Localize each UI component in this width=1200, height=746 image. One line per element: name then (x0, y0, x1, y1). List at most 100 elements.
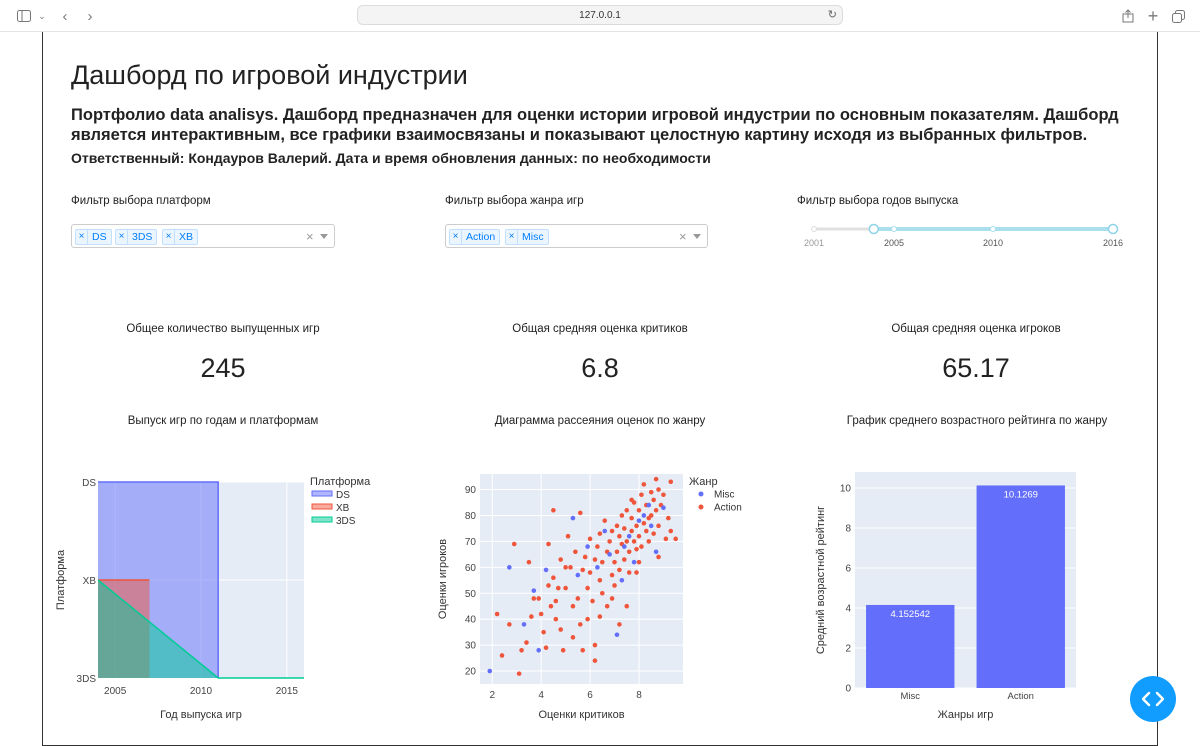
slider-handle-end[interactable] (1107, 223, 1119, 235)
scatter-point-Action[interactable] (622, 526, 627, 531)
years-range-slider[interactable]: 2001 2005 2010 2016 (800, 218, 1140, 252)
scatter-point-Misc[interactable] (521, 622, 527, 627)
scatter-point-Action[interactable] (580, 567, 586, 573)
scatter-point-Action[interactable] (570, 635, 576, 640)
scatter-point-Action[interactable] (573, 549, 578, 555)
scatter-point-Action[interactable] (526, 559, 532, 565)
scatter-point-Action[interactable] (644, 528, 649, 534)
scatter-point-Action[interactable] (639, 544, 644, 549)
scatter-point-Misc[interactable] (607, 552, 612, 557)
scatter-point-Action[interactable] (636, 559, 642, 565)
legend-swatch-DS[interactable] (311, 490, 333, 497)
scatter-point-Misc[interactable] (622, 544, 627, 549)
scatter-point-Action[interactable] (624, 507, 630, 513)
scatter-point-Action[interactable] (558, 627, 564, 632)
clear-icon[interactable]: × (679, 229, 687, 244)
platform-filter-dropdown[interactable]: × DS × 3DS × XB × (71, 224, 335, 248)
scatter-point-Misc[interactable] (641, 513, 647, 518)
scatter-point-Action[interactable] (629, 515, 634, 521)
bar-Action[interactable] (976, 485, 1065, 688)
platform-chip-3ds[interactable]: × 3DS (115, 229, 158, 245)
scatter-point-Action[interactable] (563, 565, 568, 570)
scatter-point-Action[interactable] (614, 523, 620, 529)
address-bar[interactable]: 127.0.0.1 ↻ (357, 5, 843, 25)
chevron-down-icon[interactable]: ⌄ (38, 10, 46, 21)
scatter-point-Action[interactable] (653, 476, 659, 482)
scatter-point-Action[interactable] (536, 596, 541, 601)
scatter-point-Action[interactable] (661, 492, 666, 498)
scatter-point-Action[interactable] (629, 528, 634, 534)
scatter-point-Action[interactable] (575, 596, 581, 601)
scatter-point-Action[interactable] (553, 598, 559, 604)
platform-chip-xb[interactable]: × XB (162, 229, 199, 245)
area-fill-3DS[interactable] (98, 580, 304, 678)
scatter-point-Action[interactable] (668, 528, 674, 534)
scatter-point-Action[interactable] (636, 533, 642, 539)
scatter-point-Action[interactable] (656, 554, 661, 560)
scatter-point-Action[interactable] (604, 603, 610, 609)
legend-item-3DS[interactable]: 3DS (336, 516, 356, 527)
scatter-point-Action[interactable] (612, 583, 617, 588)
scatter-point-Misc[interactable] (595, 565, 600, 570)
scatter-point-Action[interactable] (563, 585, 568, 591)
scatter-point-Action[interactable] (546, 583, 551, 588)
scatter-point-Action[interactable] (651, 531, 656, 536)
legend-marker-Action[interactable] (698, 504, 704, 510)
scatter-point-Misc[interactable] (543, 567, 549, 573)
scatter-point-Action[interactable] (631, 539, 637, 544)
chevron-down-icon[interactable] (320, 234, 328, 239)
scatter-point-Action[interactable] (558, 557, 564, 562)
scatter-point-Action[interactable] (634, 546, 639, 552)
scatter-point-Misc[interactable] (631, 559, 637, 565)
scatter-point-Misc[interactable] (487, 668, 493, 674)
scatter-point-Action[interactable] (551, 575, 556, 581)
remove-icon[interactable]: × (506, 230, 518, 244)
scatter-point-Action[interactable] (587, 536, 593, 542)
scatter-point-Action[interactable] (614, 549, 620, 555)
scatter-point-Action[interactable] (595, 544, 600, 549)
scatter-point-Action[interactable] (570, 603, 576, 609)
scatter-point-Misc[interactable] (570, 515, 576, 521)
clear-icon[interactable]: × (306, 229, 314, 244)
scatter-point-Action[interactable] (617, 622, 622, 627)
scatter-point-Misc[interactable] (575, 572, 581, 578)
scatter-point-Action[interactable] (516, 671, 522, 676)
scatter-point-Action[interactable] (592, 557, 598, 562)
scatter-point-Action[interactable] (609, 572, 615, 578)
scatter-point-Misc[interactable] (531, 588, 537, 593)
scatter-point-Misc[interactable] (536, 647, 541, 653)
scatter-point-Action[interactable] (656, 523, 661, 529)
scatter-point-Action[interactable] (524, 640, 529, 645)
chevron-down-icon[interactable] (693, 234, 701, 239)
scatter-point-Action[interactable] (590, 598, 595, 604)
scatter-point-Misc[interactable] (602, 528, 608, 534)
scatter-point-Action[interactable] (666, 515, 671, 521)
scatter-point-Misc[interactable] (661, 505, 666, 511)
scatter-point-Action[interactable] (626, 570, 632, 575)
scatter-point-Action[interactable] (519, 647, 524, 653)
back-icon[interactable]: ‹ (62, 7, 68, 25)
scatter-point-Action[interactable] (538, 611, 544, 617)
scatter-point-Action[interactable] (626, 549, 632, 555)
legend-swatch-3DS[interactable] (311, 516, 333, 523)
scatter-point-Action[interactable] (587, 570, 593, 575)
scatter-point-Action[interactable] (507, 622, 512, 627)
scatter-point-Misc[interactable] (653, 549, 659, 555)
scatter-point-Action[interactable] (494, 611, 500, 617)
slider-handle-start[interactable] (868, 223, 880, 235)
scatter-point-Action[interactable] (641, 482, 647, 487)
scatter-point-Action[interactable] (592, 658, 598, 663)
scatter-point-Action[interactable] (612, 559, 617, 565)
scatter-point-Action[interactable] (585, 616, 590, 622)
scatter-chart[interactable]: 2 4 6 8 20 30 40 50 60 70 80 90 Оценки критиков Оценк… (430, 462, 760, 724)
scatter-point-Action[interactable] (619, 513, 625, 518)
scatter-point-Action[interactable] (624, 539, 630, 544)
scatter-point-Action[interactable] (663, 536, 669, 542)
remove-icon[interactable]: × (163, 230, 175, 244)
scatter-point-Misc[interactable] (507, 565, 512, 570)
scatter-point-Action[interactable] (577, 510, 583, 516)
scatter-point-Action[interactable] (646, 539, 652, 544)
scatter-point-Misc[interactable] (646, 502, 652, 508)
scatter-point-Action[interactable] (553, 616, 559, 622)
scatter-point-Action[interactable] (673, 536, 678, 542)
